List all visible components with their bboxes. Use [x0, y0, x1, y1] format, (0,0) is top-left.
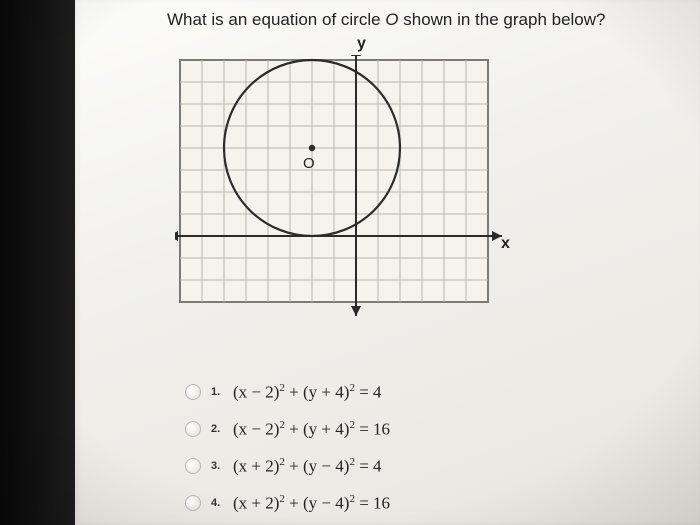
y-axis-label: y	[357, 35, 366, 53]
radio-icon[interactable]	[185, 458, 201, 474]
radio-icon[interactable]	[185, 495, 201, 511]
answer-number: 2.	[211, 423, 233, 435]
question-prefix: What is an equation of circle	[167, 10, 385, 29]
center-label: O	[303, 155, 315, 172]
question-circle-name: O	[385, 10, 398, 29]
radio-icon[interactable]	[185, 384, 201, 400]
answer-option[interactable]: 1. (x − 2)2 + (y + 4)2 = 4	[185, 377, 390, 407]
answer-option[interactable]: 3. (x + 2)2 + (y − 4)2 = 4	[185, 451, 390, 481]
graph-svg	[175, 55, 505, 350]
graph-region: y x O	[175, 55, 505, 350]
answer-list: 1. (x − 2)2 + (y + 4)2 = 4 2. (x − 2)2 +…	[185, 370, 390, 525]
x-axis-label: x	[501, 235, 510, 253]
answer-equation: (x − 2)2 + (y + 4)2 = 16	[233, 419, 390, 440]
answer-option[interactable]: 2. (x − 2)2 + (y + 4)2 = 16	[185, 414, 390, 444]
answer-equation: (x + 2)2 + (y − 4)2 = 16	[233, 493, 390, 514]
answer-equation: (x − 2)2 + (y + 4)2 = 4	[233, 382, 382, 403]
answer-number: 3.	[211, 460, 233, 472]
answer-equation: (x + 2)2 + (y − 4)2 = 4	[233, 456, 382, 477]
question-suffix: shown in the graph below?	[399, 10, 606, 29]
answer-option[interactable]: 4. (x + 2)2 + (y − 4)2 = 16	[185, 488, 390, 518]
radio-icon[interactable]	[185, 421, 201, 437]
answer-number: 1.	[211, 386, 233, 398]
answer-number: 4.	[211, 497, 233, 509]
question-text: What is an equation of circle O shown in…	[167, 10, 606, 30]
document-screen: What is an equation of circle O shown in…	[75, 0, 700, 525]
bezel-left	[0, 0, 75, 525]
